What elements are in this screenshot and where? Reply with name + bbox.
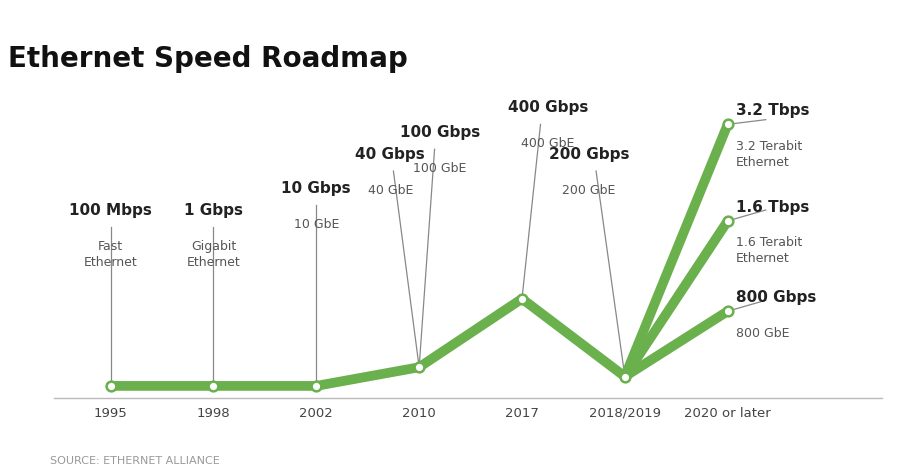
Text: 400 GbE: 400 GbE: [521, 137, 574, 150]
Text: 40 Gbps: 40 Gbps: [356, 147, 425, 162]
Text: 400 Gbps: 400 Gbps: [508, 100, 588, 115]
Text: 10 GbE: 10 GbE: [293, 218, 339, 231]
Text: 100 Mbps: 100 Mbps: [69, 203, 152, 218]
Text: Gigabit
Ethernet: Gigabit Ethernet: [186, 239, 240, 268]
Text: 1 Gbps: 1 Gbps: [184, 203, 243, 218]
Text: 1.6 Tbps: 1.6 Tbps: [736, 199, 809, 215]
Text: 800 GbE: 800 GbE: [736, 327, 789, 340]
Text: Fast
Ethernet: Fast Ethernet: [84, 239, 138, 268]
Text: 3.2 Terabit
Ethernet: 3.2 Terabit Ethernet: [736, 140, 802, 169]
Text: SOURCE: ETHERNET ALLIANCE: SOURCE: ETHERNET ALLIANCE: [50, 456, 220, 466]
Text: 100 Gbps: 100 Gbps: [400, 125, 480, 140]
Text: 40 GbE: 40 GbE: [368, 184, 413, 197]
Text: 3.2 Tbps: 3.2 Tbps: [736, 103, 809, 118]
Text: 800 Gbps: 800 Gbps: [736, 290, 816, 305]
Text: 10 Gbps: 10 Gbps: [282, 181, 351, 196]
Text: Ethernet Speed Roadmap: Ethernet Speed Roadmap: [8, 45, 409, 73]
Text: 1.6 Terabit
Ethernet: 1.6 Terabit Ethernet: [736, 237, 802, 266]
Text: 200 GbE: 200 GbE: [562, 184, 616, 197]
Text: 100 GbE: 100 GbE: [413, 162, 466, 175]
Text: 200 Gbps: 200 Gbps: [549, 147, 629, 162]
